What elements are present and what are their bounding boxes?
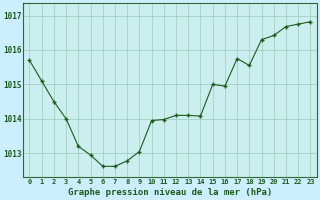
X-axis label: Graphe pression niveau de la mer (hPa): Graphe pression niveau de la mer (hPa) <box>68 188 272 197</box>
